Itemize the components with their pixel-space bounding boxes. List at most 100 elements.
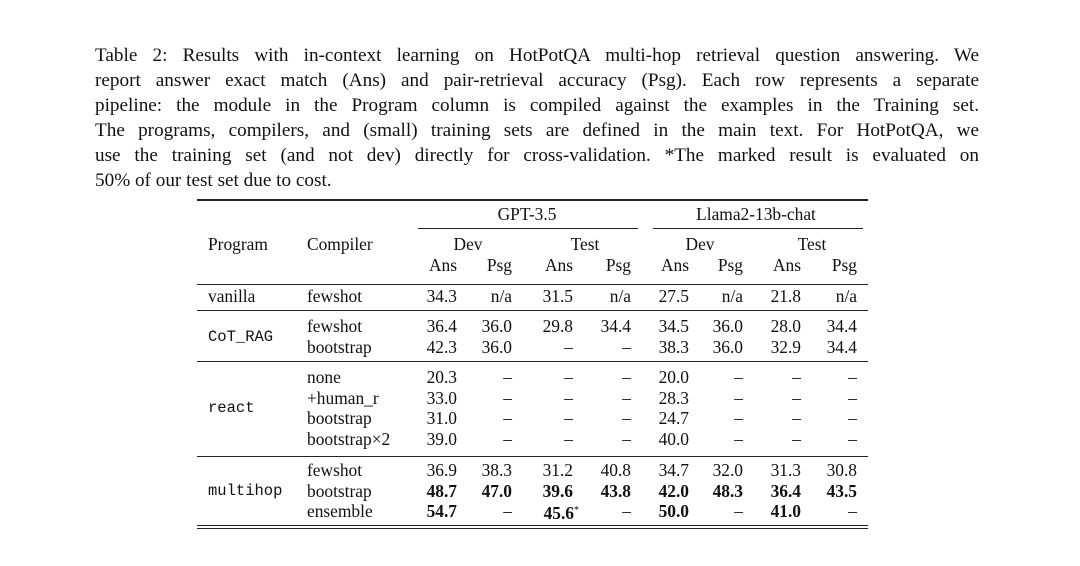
result-cell: – [503,501,512,521]
result-cell: 45.6* [544,501,579,523]
result-cell: 32.9 [771,337,801,357]
result-cell: 48.7 [427,481,457,501]
cell-value: 31.3 [770,460,801,480]
metric-header: Ans [772,255,801,275]
caption-line: use the training set (and not dev) direc… [95,145,979,166]
cell-value: 32.0 [712,460,743,480]
result-cell: – [622,367,631,387]
cell-value: – [792,408,801,428]
result-cell: n/a [836,286,857,306]
result-cell: – [622,501,631,521]
result-cell: 38.3 [659,337,689,357]
result-cell: 48.3 [713,481,743,501]
cell-value: – [734,388,743,408]
result-cell: – [848,367,857,387]
compiler-name: fewshot [307,460,363,480]
result-cell: 39.6 [543,481,573,501]
result-cell: 36.4 [427,316,457,336]
cell-value: – [622,388,631,408]
cell-value: 45.6 [543,503,574,523]
cell-value: – [503,367,512,387]
result-cell: 42.0 [659,481,689,501]
result-cell: 20.0 [659,367,689,387]
cell-value: n/a [721,286,743,306]
split-header: Dev [453,234,483,254]
result-cell: – [734,501,743,521]
cell-value: – [848,501,857,521]
metric-header: Psg [717,255,743,275]
table-rule [653,228,863,229]
split-header: Dev [685,234,715,254]
cell-value: – [622,367,631,387]
result-cell: – [734,408,743,428]
result-cell: 33.0 [427,388,457,408]
result-cell: – [792,429,801,449]
result-cell: 36.0 [713,316,743,336]
result-cell: 31.2 [543,460,573,480]
result-cell: 21.8 [771,286,801,306]
cell-value: 33.0 [426,388,457,408]
result-cell: 36.0 [713,337,743,357]
result-cell: 34.3 [427,286,457,306]
metric-header: Ans [660,255,689,275]
compiler-name: +human_r [307,388,379,408]
cell-value: 30.8 [826,460,857,480]
column-header-compiler: Compiler [307,234,373,254]
cell-value: 39.6 [542,481,573,501]
result-cell: 36.9 [427,460,457,480]
result-cell: 32.0 [713,460,743,480]
program-name: CoT_RAG [208,327,274,346]
cell-value: 31.0 [426,408,457,428]
cell-value: 42.3 [426,337,457,357]
cell-value: 47.0 [481,481,512,501]
cell-value: 34.7 [658,460,689,480]
caption-line: Table 2: Results with in-context learnin… [95,45,979,66]
cell-value: 34.5 [658,316,689,336]
cell-value: – [848,429,857,449]
result-cell: 34.4 [827,337,857,357]
cell-value: 31.2 [542,460,573,480]
cell-value: 36.9 [426,460,457,480]
result-cell: n/a [610,286,631,306]
cell-value: 29.8 [542,316,573,336]
cell-value: 32.9 [770,337,801,357]
program-name: react [208,399,255,417]
result-cell: – [503,388,512,408]
result-cell: – [792,388,801,408]
result-cell: 29.8 [543,316,573,336]
cell-value: 31.5 [542,286,573,306]
result-cell: 20.3 [427,367,457,387]
result-cell: 27.5 [659,286,689,306]
cell-value: – [792,429,801,449]
result-cell: n/a [491,286,512,306]
result-cell: – [792,367,801,387]
result-cell: 34.7 [659,460,689,480]
cell-value: 41.0 [770,501,801,521]
split-header: Test [570,234,600,254]
footnote-marker: * [574,505,579,516]
cell-value: 36.0 [481,316,512,336]
cell-value: – [622,337,631,357]
cell-value: 27.5 [658,286,689,306]
result-cell: – [564,388,573,408]
metric-header: Psg [605,255,631,275]
cell-value: – [564,408,573,428]
program-name: multihop [208,481,283,500]
result-cell: – [734,388,743,408]
cell-value: 34.3 [426,286,457,306]
caption-line: pipeline: the module in the Program colu… [95,95,979,116]
compiler-name: bootstrap×2 [307,429,391,449]
cell-value: 43.5 [826,481,857,501]
table-rule [418,228,638,229]
cell-value: 21.8 [770,286,801,306]
cell-value: 48.3 [712,481,743,501]
compiler-name: fewshot [307,316,363,336]
result-cell: n/a [722,286,743,306]
compiler-name: bootstrap [307,481,372,501]
result-cell: – [622,337,631,357]
cell-value: – [848,367,857,387]
cell-value: – [622,501,631,521]
result-cell: 34.4 [601,316,631,336]
model-header-llama: Llama2-13b-chat [696,204,816,224]
caption-line: report answer exact match (Ans) and pair… [95,70,979,91]
